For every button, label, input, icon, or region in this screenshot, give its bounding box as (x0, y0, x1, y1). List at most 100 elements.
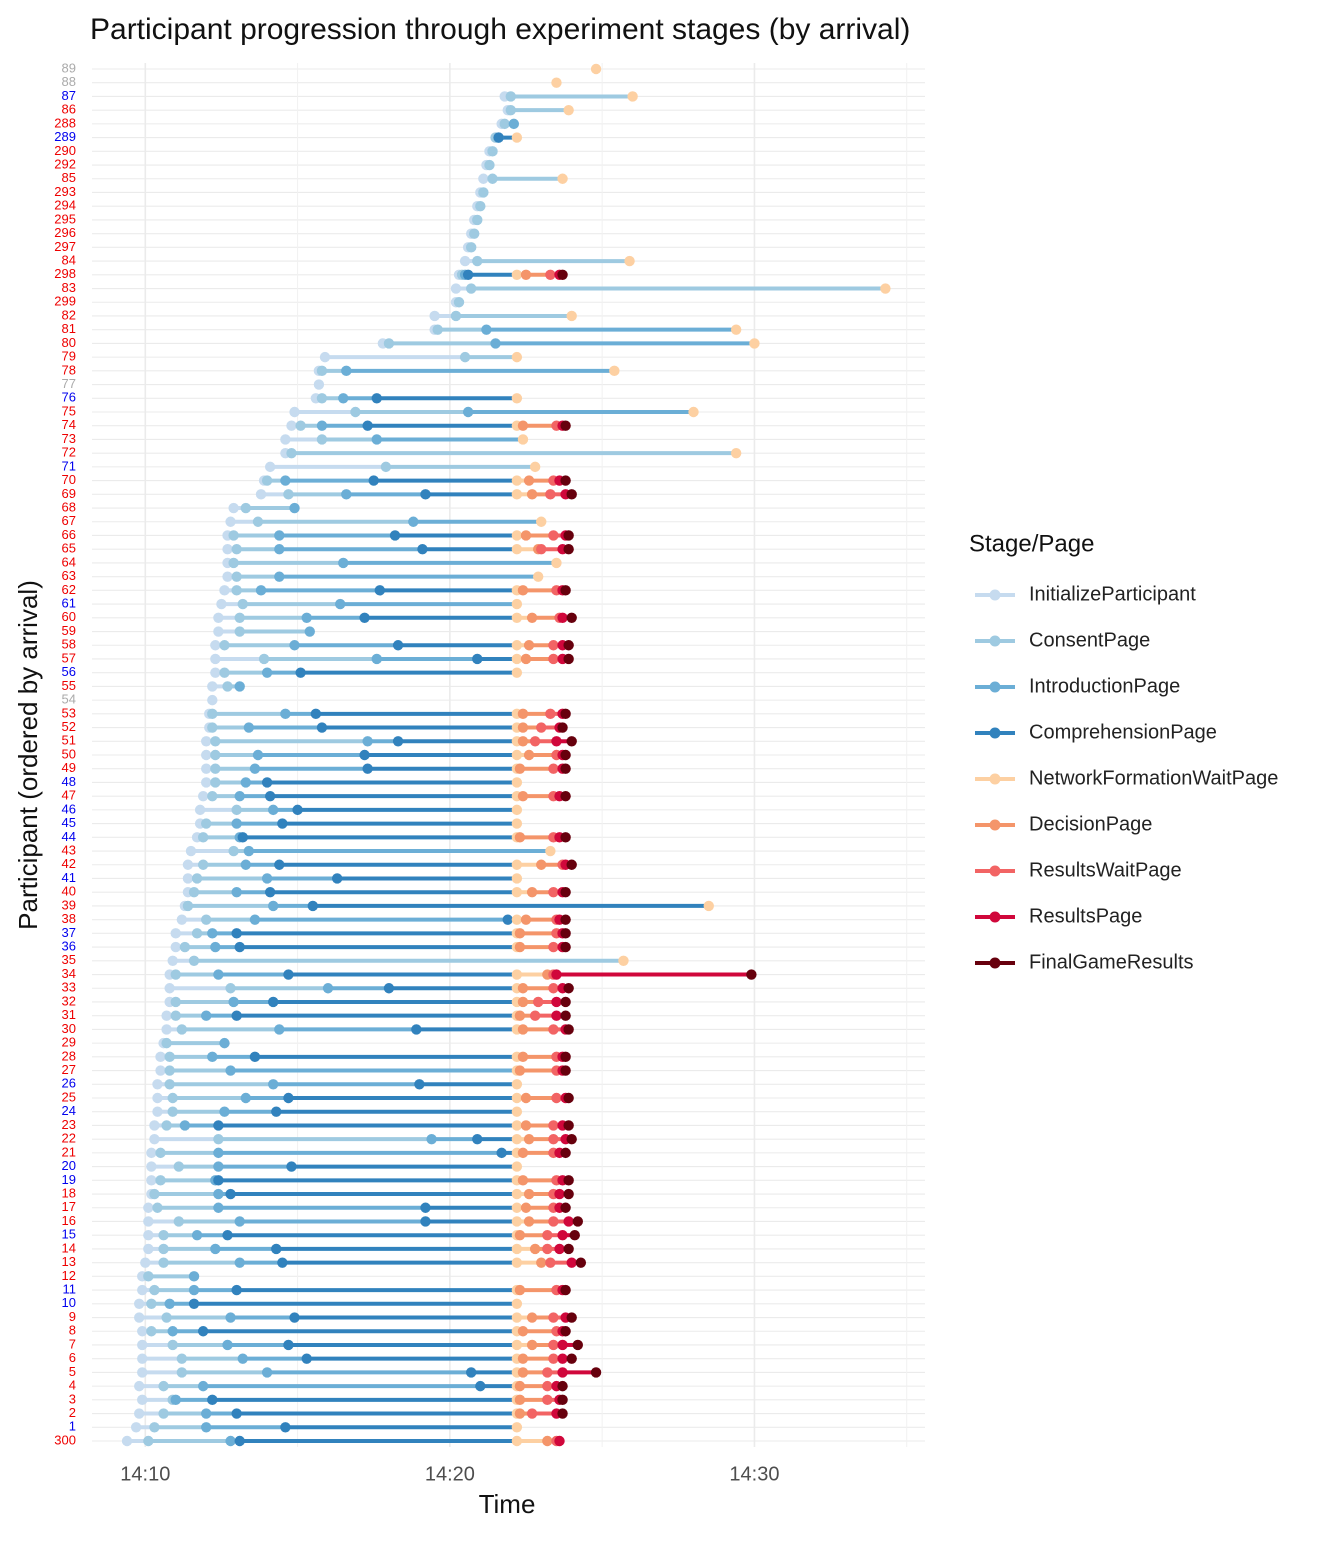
chart-title: Participant progression through experime… (90, 13, 910, 46)
stage-point (557, 173, 568, 184)
stage-point (213, 1188, 224, 1200)
stage-point (563, 640, 574, 651)
stage-point (511, 1298, 523, 1310)
y-tick-label: 29 (62, 1035, 76, 1050)
stage-point (618, 955, 629, 966)
stage-point (316, 420, 328, 431)
y-tick-label: 21 (62, 1144, 76, 1159)
stage-point (167, 1106, 178, 1117)
stage-point (304, 626, 315, 637)
stage-point (164, 1079, 175, 1090)
stage-point (478, 187, 489, 198)
stage-point (231, 585, 242, 596)
stage-point (548, 1133, 559, 1145)
stage-point (207, 790, 218, 802)
stage-point (560, 749, 571, 761)
stage-point (234, 626, 245, 637)
stage-point (152, 1092, 163, 1104)
y-tick-label: 79 (62, 349, 76, 364)
y-tick-label: 41 (62, 870, 76, 885)
stage-point (134, 1298, 145, 1310)
stage-point (286, 447, 297, 459)
y-tick-label: 50 (62, 746, 76, 761)
y-tick-label: 39 (62, 897, 76, 912)
stage-point (176, 1367, 188, 1378)
stage-point (222, 544, 233, 555)
stage-point (542, 1394, 553, 1406)
stage-point (511, 612, 523, 623)
stage-point (542, 1243, 553, 1255)
stage-point (350, 406, 361, 418)
stage-point (225, 983, 236, 994)
stage-point (432, 324, 443, 335)
stage-point (529, 1243, 541, 1255)
stage-point (514, 1284, 526, 1296)
stage-point (532, 571, 544, 582)
stage-point (213, 626, 224, 637)
stage-point (191, 1230, 203, 1241)
y-tick-label: 60 (62, 609, 76, 624)
x-axis-title: Time (479, 1489, 536, 1519)
y-tick-label: 71 (62, 458, 76, 473)
stage-point (542, 1435, 553, 1447)
stage-point (590, 63, 602, 75)
y-tick-label: 33 (62, 980, 76, 995)
stage-point (338, 393, 349, 404)
stage-point (274, 571, 285, 582)
stage-point (536, 544, 547, 555)
stage-point (219, 1037, 230, 1049)
y-tick-label: 26 (62, 1076, 76, 1091)
stage-point (319, 351, 331, 363)
stage-point (289, 640, 300, 651)
stage-point (548, 1353, 559, 1364)
y-tick-label: 44 (62, 829, 76, 844)
stage-point (532, 996, 544, 1008)
stage-point (194, 804, 206, 816)
stage-point (511, 914, 523, 925)
stage-point (566, 736, 577, 747)
legend-label: ResultsPage (1029, 905, 1142, 927)
stage-point (627, 91, 638, 102)
stage-point (197, 790, 209, 802)
stage-point (316, 365, 328, 377)
stage-point (261, 873, 273, 884)
stage-point (420, 1216, 431, 1227)
stage-point (392, 736, 404, 747)
stage-point (137, 1284, 148, 1296)
y-tick-label: 292 (54, 156, 76, 171)
legend-label: ConsentPage (1029, 629, 1150, 651)
stage-point (472, 255, 483, 267)
stage-point (252, 749, 264, 761)
y-tick-label: 53 (62, 705, 76, 720)
stage-point (207, 1394, 218, 1406)
stage-point (517, 708, 529, 720)
stage-point (517, 790, 529, 802)
stage-point (511, 1161, 523, 1172)
stage-point (170, 1394, 181, 1406)
stage-point (609, 365, 620, 377)
stage-point (569, 1230, 580, 1241)
stage-point (548, 983, 559, 994)
stage-point (225, 1312, 236, 1323)
stage-point (179, 941, 191, 953)
stage-point (231, 818, 242, 829)
stage-point (137, 1339, 148, 1351)
stage-point (560, 1284, 571, 1296)
y-tick-label: 68 (62, 499, 76, 514)
stage-point (222, 571, 233, 582)
stage-point (563, 544, 574, 555)
stage-point (511, 1120, 523, 1131)
stage-point (563, 653, 574, 665)
stage-point (197, 1326, 209, 1337)
y-tick-label: 76 (62, 390, 76, 405)
stage-point (548, 763, 559, 774)
y-tick-label: 289 (54, 129, 76, 144)
stage-point (170, 928, 181, 939)
stage-point (167, 1339, 178, 1351)
stage-point (237, 598, 248, 610)
stage-point (517, 983, 529, 994)
y-tick-label: 89 (62, 60, 76, 75)
stage-point (557, 1380, 568, 1392)
y-tick-label: 3 (69, 1391, 76, 1406)
